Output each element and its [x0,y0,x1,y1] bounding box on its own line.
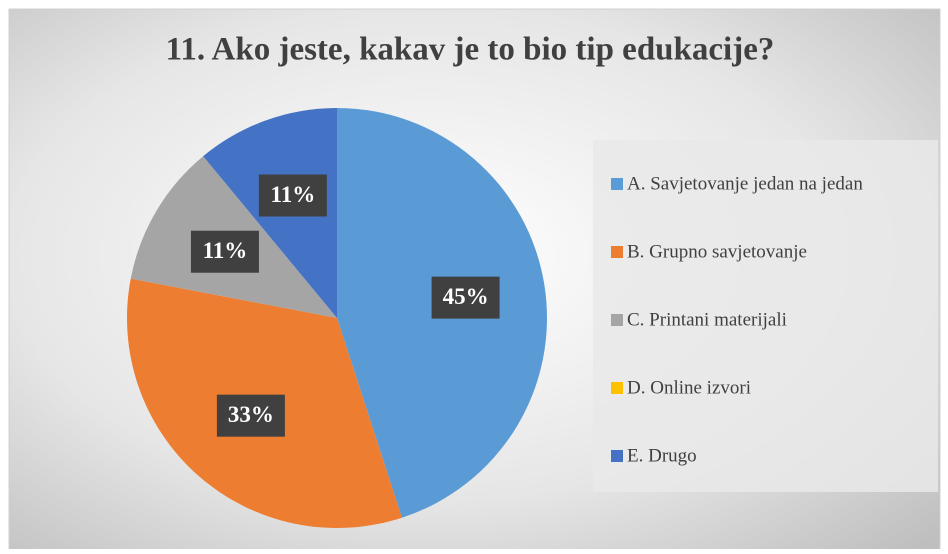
data-label: 11% [203,238,248,263]
data-label: 11% [271,182,316,207]
data-label-box [431,276,500,319]
legend-label: D. Online izvori [627,377,751,398]
legend-swatch [611,382,623,394]
chart-title: 11. Ako jeste, kakav je to bio tip eduka… [166,32,775,68]
legend-box [593,140,938,492]
data-label-box [216,394,285,437]
data-label: 45% [443,284,489,309]
legend-label: B. Grupno savjetovanje [627,241,807,262]
legend-label: A. Savjetovanje jedan na jedan [627,173,863,194]
legend-swatch [611,178,623,190]
pie-slice [203,156,337,318]
legend-label: E. Drugo [627,445,697,466]
data-label-box [190,230,259,273]
data-label: 33% [228,402,274,427]
data-label-box [258,174,327,217]
legend-swatch [611,314,623,326]
legend-swatch [611,450,623,462]
legend-swatch [611,246,623,258]
legend-label: C. Printani materijali [627,309,787,330]
